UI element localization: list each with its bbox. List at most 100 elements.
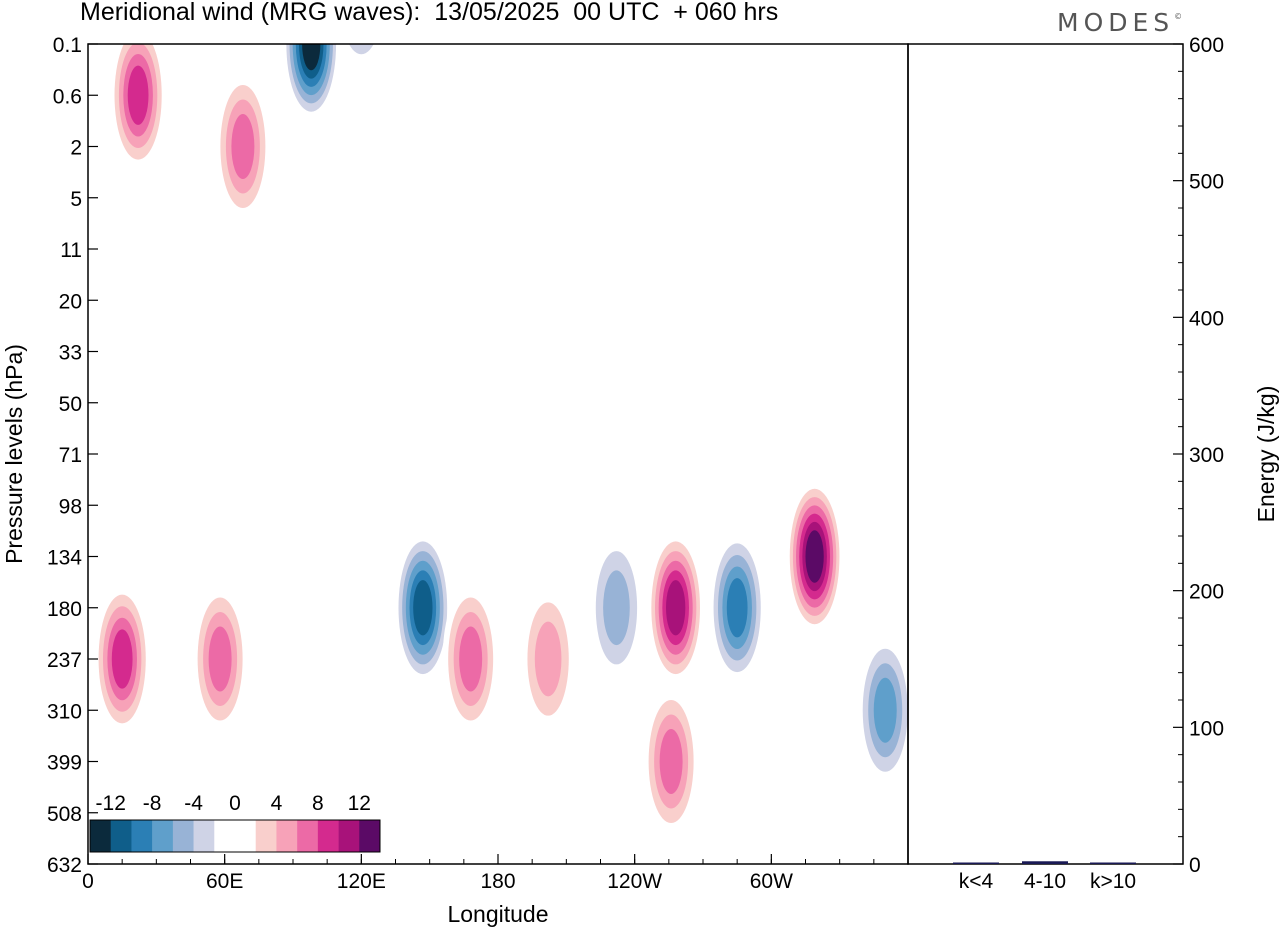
wind-contour-band [534,621,562,697]
colorbar-swatch [338,820,360,852]
wind-feature [647,531,704,684]
y-tick-label: 2 [70,137,82,160]
wind-contour-band [208,626,232,692]
energy-frame [907,43,1184,865]
energy-bar [1022,861,1068,864]
wind-contour-band [340,44,382,69]
wind-contour-band [603,570,630,646]
colorbar-label: 12 [348,792,371,815]
x-tick-label: 0 [82,870,94,893]
y-tick-label: 632 [47,854,82,877]
wind-feature [283,44,340,120]
wind-feature [94,583,151,735]
x-tick-label: 120E [337,870,386,893]
y-tick-label: 20 [59,290,82,313]
colorbar-swatch [214,820,236,852]
wind-contour-band [413,580,433,636]
wind-feature [520,583,577,735]
wind-feature [857,634,908,787]
wind-feature [340,44,382,69]
colorbar-swatch [152,820,174,852]
wind-contour-band [659,729,683,794]
wind-feature [643,685,700,838]
energy-category-label: k>10 [1090,870,1136,893]
colorbar-swatch [235,820,257,852]
colorbar-swatch [172,820,194,852]
x-tick-label: 180 [480,870,515,893]
wind-contour-band [231,114,255,179]
energy-bar [1090,862,1136,864]
modes-logo: MODES© [1057,8,1182,37]
energy-y-tick-label: 200 [1189,581,1224,604]
wind-feature [709,531,766,684]
colorbar-swatch [110,820,132,852]
colorbar-label: 8 [312,792,324,815]
colorbar-swatch [255,820,277,852]
wind-contour-field [94,44,908,838]
wind-contour-band [873,677,897,743]
y-axis: 0.1 0.6 2 5 11 20 33 50 71 98 134 180 237 310 399 508 63… [47,34,98,877]
y-tick-label: 5 [70,188,82,211]
wind-contour-band [302,44,321,71]
x-tick-label: 60W [750,870,793,893]
energy-category-label: k<4 [959,870,994,893]
y-tick-label: 399 [47,752,82,775]
y-tick-label: 0.6 [53,85,82,108]
colorbar-swatch [317,820,339,852]
colorbar-swatch [276,820,298,852]
colorbar-swatch [193,820,215,852]
y-axis-title: Pressure levels (hPa) [1,344,27,564]
wind-contour-band [127,65,149,125]
energy-panel: 0 100 200 300 400 500 600 k<4 4-10 k>10 [953,34,1224,893]
colorbar-label: 0 [229,792,241,815]
colorbar-swatch [131,820,153,852]
wind-feature [192,583,249,735]
wind-contour-band [666,580,686,636]
colorbar-label: -4 [184,792,203,815]
copyright-mark: © [1174,12,1183,21]
y-tick-label: 33 [59,342,82,365]
y-tick-label: 237 [47,649,82,672]
colorbar-swatch [359,820,381,852]
x-axis: 0 60E 120E 180 120W 60W [82,854,875,893]
energy-y-tick-label: 100 [1189,717,1224,740]
wind-contour-band [459,626,483,692]
y-tick-label: 11 [60,239,82,262]
colorbar-label: -8 [143,792,162,815]
y-tick-label: 98 [59,495,82,518]
wind-contour-band [348,44,374,55]
y-tick-label: 50 [59,393,82,416]
chart-title: Meridional wind (MRG waves): 13/05/2025 … [80,0,779,26]
energy-y-tick-label: 400 [1189,307,1224,330]
heatmap-frame [87,43,909,865]
colorbar-swatch [297,820,319,852]
y-tick-label: 310 [47,700,82,723]
x-axis-title: Longitude [447,901,548,927]
energy-category-label: 4-10 [1024,870,1066,893]
energy-y-tick-label: 0 [1189,854,1201,877]
y-tick-label: 134 [47,547,82,570]
wind-feature [588,531,645,684]
brand-name: MODES [1057,8,1175,37]
wind-contour-band [111,629,133,689]
wind-contour-band [726,578,748,638]
energy-bar [953,862,999,864]
wind-feature [394,531,451,684]
energy-y-tick-label: 600 [1189,34,1224,57]
energy-axis-title: Energy (J/kg) [1253,386,1279,523]
wind-feature [214,70,271,223]
wind-feature [786,480,843,633]
wind-feature [442,583,499,735]
x-tick-label: 120W [607,870,662,893]
energy-y-tick-label: 300 [1189,444,1224,467]
colorbar: -12 -8 -4 0 4 8 12 [89,792,381,853]
x-tick-label: 60E [206,870,243,893]
colorbar-label: 4 [271,792,283,815]
y-tick-label: 0.1 [53,34,82,57]
colorbar-border [89,819,381,853]
y-tick-label: 508 [47,803,82,826]
y-tick-label: 180 [47,598,82,621]
energy-y-tick-label: 500 [1189,171,1224,194]
colorbar-swatch [90,820,112,852]
